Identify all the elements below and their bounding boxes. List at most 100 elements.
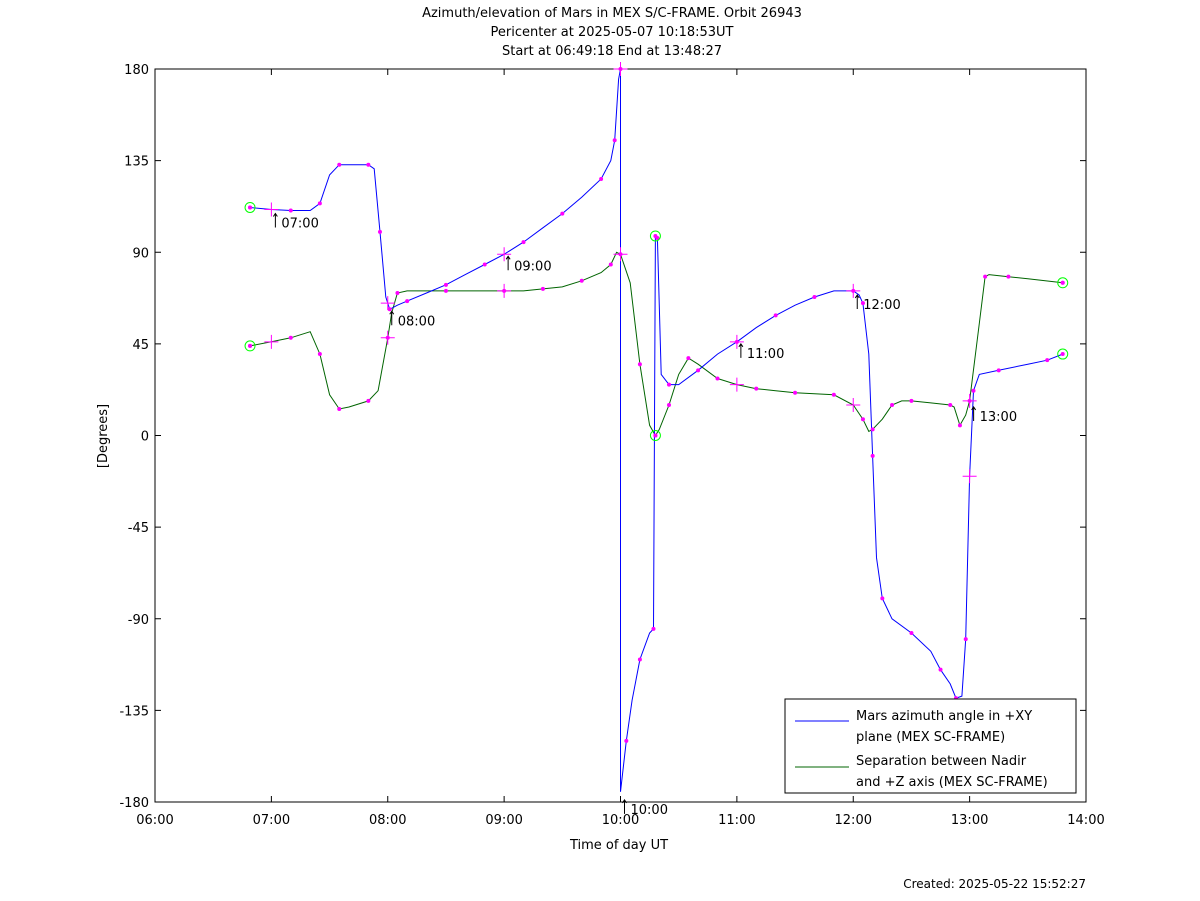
data-point-separation-18 (540, 286, 545, 291)
time-label-pointer-13-00 (971, 406, 977, 421)
series-line-separation (249, 251, 1063, 437)
data-point-azimuth-32 (637, 657, 642, 662)
x-tick-label-12-00: 12:00 (835, 813, 872, 828)
legend-label-separation-2: and +Z axis (MEX SC-FRAME) (856, 775, 1048, 790)
data-point-azimuth-14 (405, 299, 410, 304)
time-label-13-00: 13:00 (980, 410, 1017, 425)
y-axis-label: [Degrees] (96, 404, 111, 468)
data-point-separation-20 (579, 278, 584, 283)
x-tick-label-06-00: 06:00 (136, 813, 173, 828)
data-point-separation-8 (366, 398, 371, 403)
x-tick-label-09-00: 09:00 (485, 813, 522, 828)
data-point-azimuth-18 (482, 262, 487, 267)
time-label-10-00: 10:00 (631, 803, 668, 818)
title-line-3: Start at 06:49:18 End at 13:48:27 (502, 44, 722, 59)
x-tick-label-11-00: 11:00 (718, 813, 755, 828)
y-tick-label-180: 180 (124, 63, 149, 78)
legend-label-azimuth-1: Mars azimuth angle in +XY (856, 709, 1032, 724)
time-label-07-00: 07:00 (281, 217, 318, 232)
y-tick-label--90: -90 (128, 613, 149, 628)
data-point-azimuth-58 (938, 667, 943, 672)
endpoint-circle-5 (1057, 277, 1069, 289)
endpoint-dot-3 (653, 433, 658, 438)
data-point-azimuth-46 (812, 295, 817, 300)
endpoint-circle-0 (244, 201, 256, 213)
data-point-separation-12 (395, 290, 400, 295)
data-point-separation-56 (983, 274, 988, 279)
time-label-09-00: 09:00 (514, 259, 551, 274)
data-point-azimuth-20 (521, 240, 526, 245)
time-label-pointer-10-00 (622, 799, 627, 814)
hour-marker-azimuth-13-00 (962, 469, 977, 484)
hour-marker-separation-10-00 (613, 247, 628, 262)
title-line-1: Azimuth/elevation of Mars in MEX S/C-FRA… (422, 6, 802, 21)
legend-label-separation-1: Separation between Nadir (856, 754, 1027, 769)
data-point-separation-40 (831, 392, 836, 397)
y-tick-label-0: 0 (141, 430, 149, 445)
time-label-08-00: 08:00 (398, 314, 435, 329)
data-point-azimuth-26 (612, 138, 617, 143)
y-tick-label--45: -45 (128, 521, 149, 536)
data-point-azimuth-54 (880, 596, 885, 601)
endpoint-circle-3 (649, 430, 661, 441)
data-point-azimuth-22 (560, 211, 565, 216)
hour-marker-azimuth-08-00 (380, 296, 395, 311)
data-point-separation-42 (860, 417, 865, 422)
data-point-separation-58 (1006, 274, 1011, 279)
data-point-separation-2 (288, 335, 293, 340)
y-tick-label--135: -135 (119, 704, 149, 719)
data-point-separation-34 (715, 376, 720, 381)
endpoint-circle-1 (244, 340, 256, 352)
data-point-azimuth-40 (696, 368, 701, 373)
y-tick-label-45: 45 (132, 338, 149, 353)
data-point-azimuth-4 (317, 201, 322, 206)
data-point-azimuth-12 (387, 307, 392, 312)
data-point-azimuth-30 (624, 738, 629, 743)
legend: Mars azimuth angle in +XY plane (MEX SC-… (784, 698, 1077, 794)
chart-title: Azimuth/elevation of Mars in MEX S/C-FRA… (422, 6, 802, 59)
data-point-azimuth-24 (599, 176, 604, 181)
time-label-pointer-08-00 (389, 310, 395, 326)
data-point-separation-38 (793, 390, 798, 395)
x-tick-label-08-00: 08:00 (369, 813, 406, 828)
x-axis: 06:00 07:00 08:00 09:00 10:00 11:00 12:00 13:00… (136, 69, 1105, 828)
data-point-separation-36 (754, 386, 759, 391)
data-point-azimuth-2 (288, 208, 293, 213)
data-point-azimuth-8 (366, 162, 371, 167)
data-point-separation-4 (317, 352, 322, 357)
y-axis: 180 135 90 45 0 -45 -90 -135 -180 (119, 63, 1086, 811)
hour-marker-separation-11-00 (729, 377, 744, 392)
data-point-separation-44 (870, 427, 875, 432)
time-label-pointer-09-00 (505, 255, 511, 271)
data-point-azimuth-34 (651, 626, 656, 631)
y-tick-label--180: -180 (119, 796, 149, 811)
data-point-azimuth-44 (773, 313, 778, 318)
time-label-pointer-11-00 (738, 342, 744, 358)
time-label-pointer-12-00 (854, 294, 860, 309)
data-point-separation-22 (608, 262, 613, 267)
time-label-pointer-07-00 (272, 212, 278, 228)
data-point-azimuth-68 (1045, 358, 1050, 363)
data-point-azimuth-64 (971, 388, 976, 393)
x-tick-label-13-00: 13:00 (951, 813, 988, 828)
x-tick-label-10-00: 10:00 (602, 813, 639, 828)
hour-marker-separation-12-00 (846, 397, 861, 412)
y-tick-label-135: 135 (124, 155, 149, 170)
created-timestamp: Created: 2025-05-22 15:52:27 (903, 877, 1086, 891)
time-label-11-00: 11:00 (747, 347, 784, 362)
data-point-separation-48 (909, 398, 914, 403)
data-point-separation-6 (337, 407, 342, 412)
data-point-azimuth-6 (337, 162, 342, 167)
hour-marker-separation-09-00 (497, 283, 512, 298)
hour-marker-azimuth-09-00 (497, 247, 512, 262)
data-point-azimuth-52 (870, 453, 875, 458)
title-line-2: Pericenter at 2025-05-07 10:18:53UT (490, 25, 733, 40)
endpoint-circle-4 (1057, 348, 1069, 360)
data-point-azimuth-56 (909, 631, 914, 636)
data-point-azimuth-38 (666, 382, 671, 387)
endpoint-dot-4 (1060, 352, 1065, 357)
hour-marker-separation-07-00 (264, 334, 279, 349)
y-tick-label-90: 90 (132, 246, 149, 261)
x-tick-label-07-00: 07:00 (253, 813, 290, 828)
data-point-separation-50 (948, 402, 953, 407)
